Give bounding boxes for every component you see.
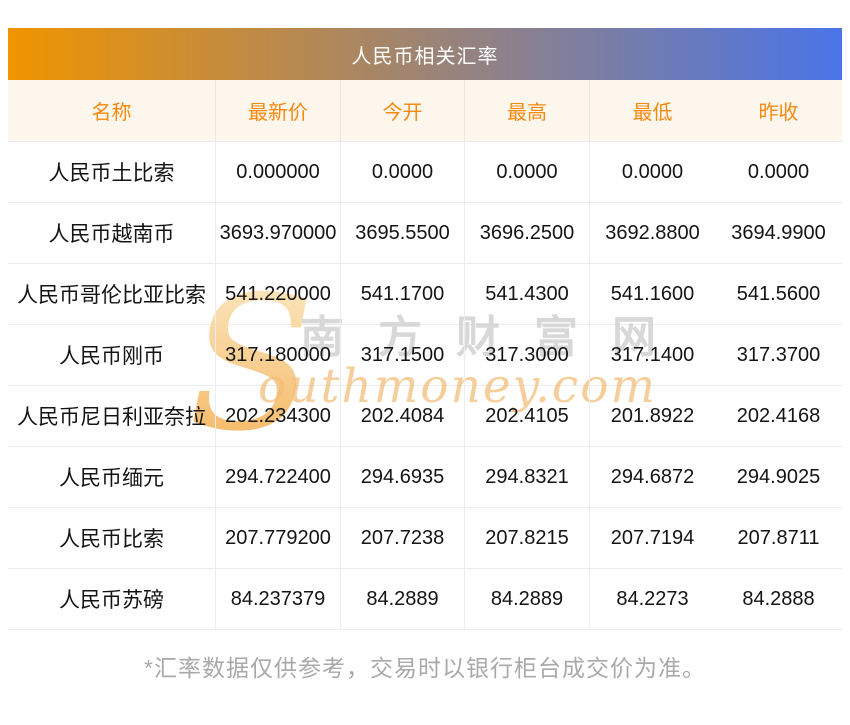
cell-prev-close: 0.0000	[747, 160, 810, 183]
cell-latest: 202.234300	[216, 386, 341, 446]
row-name: 人民币尼日利亚奈拉	[8, 386, 216, 446]
cell-high: 294.8321	[465, 447, 590, 507]
cell-high: 317.3000	[465, 325, 590, 385]
cell-latest: 0.000000	[216, 142, 341, 202]
cell-open: 84.2889	[341, 569, 465, 629]
row-name: 人民币比索	[8, 508, 216, 568]
disclaimer-text: *汇率数据仅供参考，交易时以银行柜台成交价为准。	[144, 655, 706, 681]
exchange-rate-table: 人民币相关汇率 名称 最新价 今开 最高 最低 昨收 S 南方财富网 outhmoney.…	[8, 28, 842, 630]
cell-prev-close: 541.5600	[736, 282, 821, 305]
cell-open: 202.4084	[341, 386, 465, 446]
cell-high: 3696.2500	[465, 203, 590, 263]
cell-latest: 317.180000	[216, 325, 341, 385]
cell-high: 207.8215	[465, 508, 590, 568]
table-row: 人民币比索 207.779200 207.7238 207.8215 207.7194 2…	[8, 508, 842, 569]
cell-high: 0.0000	[465, 142, 590, 202]
cell-low: 201.8922	[610, 404, 695, 427]
column-header-low: 最低	[632, 102, 673, 124]
row-name: 人民币越南币	[8, 203, 216, 263]
cell-prev-close: 84.2888	[742, 587, 815, 610]
table-body: 人民币土比索 0.000000 0.0000 0.0000 0.0000 0.0000 人民…	[8, 142, 842, 630]
row-name: 人民币土比索	[8, 142, 216, 202]
table-row: 人民币越南币 3693.970000 3695.5500 3696.2500 3692.…	[8, 203, 842, 264]
cell-latest: 3693.970000	[216, 203, 341, 263]
cell-low: 0.0000	[621, 160, 684, 183]
cell-prev-close: 207.8711	[737, 526, 820, 549]
cell-open: 294.6935	[341, 447, 465, 507]
cell-latest: 541.220000	[216, 264, 341, 324]
cell-prev-close: 202.4168	[736, 404, 821, 427]
cell-high: 202.4105	[465, 386, 590, 446]
cell-latest: 294.722400	[216, 447, 341, 507]
cell-low: 541.1600	[610, 282, 695, 305]
cell-prev-close: 294.9025	[736, 465, 821, 488]
cell-latest: 207.779200	[216, 508, 341, 568]
table-row: 人民币尼日利亚奈拉 202.234300 202.4084 202.4105 201.8…	[8, 386, 842, 447]
table-header-row: 名称 最新价 今开 最高 最低 昨收	[8, 80, 842, 142]
cell-open: 0.0000	[341, 142, 465, 202]
cell-prev-close: 317.3700	[736, 343, 821, 366]
table-row: 人民币缅元 294.722400 294.6935 294.8321 294.6872 2…	[8, 447, 842, 508]
row-name: 人民币苏磅	[8, 569, 216, 629]
cell-open: 3695.5500	[341, 203, 465, 263]
column-header-open: 今开	[341, 80, 465, 141]
cell-open: 317.1500	[341, 325, 465, 385]
cell-low: 294.6872	[610, 465, 695, 488]
column-header-latest: 最新价	[216, 80, 341, 141]
cell-open: 541.1700	[341, 264, 465, 324]
cell-prev-close: 3694.9900	[731, 221, 826, 244]
table-row: 人民币哥伦比亚比索 541.220000 541.1700 541.4300 541.1…	[8, 264, 842, 325]
column-header-high: 最高	[465, 80, 590, 141]
table-row: 人民币苏磅 84.237379 84.2889 84.2889 84.2273 84.28…	[8, 569, 842, 630]
table-row: 人民币土比索 0.000000 0.0000 0.0000 0.0000 0.0000	[8, 142, 842, 203]
table-title: 人民币相关汇率	[351, 45, 499, 68]
cell-low: 317.1400	[610, 343, 695, 366]
row-name: 人民币哥伦比亚比索	[8, 264, 216, 324]
table-row: 人民币刚币 317.180000 317.1500 317.3000 317.1400 3…	[8, 325, 842, 386]
cell-latest: 84.237379	[216, 569, 341, 629]
cell-low: 207.7194	[610, 526, 695, 549]
column-header-name: 名称	[8, 80, 216, 141]
cell-open: 207.7238	[341, 508, 465, 568]
cell-high: 84.2889	[465, 569, 590, 629]
row-name: 人民币缅元	[8, 447, 216, 507]
cell-low: 84.2273	[616, 587, 689, 610]
row-name: 人民币刚币	[8, 325, 216, 385]
cell-high: 541.4300	[465, 264, 590, 324]
table-title-bar: 人民币相关汇率	[8, 28, 842, 80]
cell-low: 3692.8800	[605, 221, 700, 244]
column-header-prev-close: 昨收	[758, 102, 799, 124]
